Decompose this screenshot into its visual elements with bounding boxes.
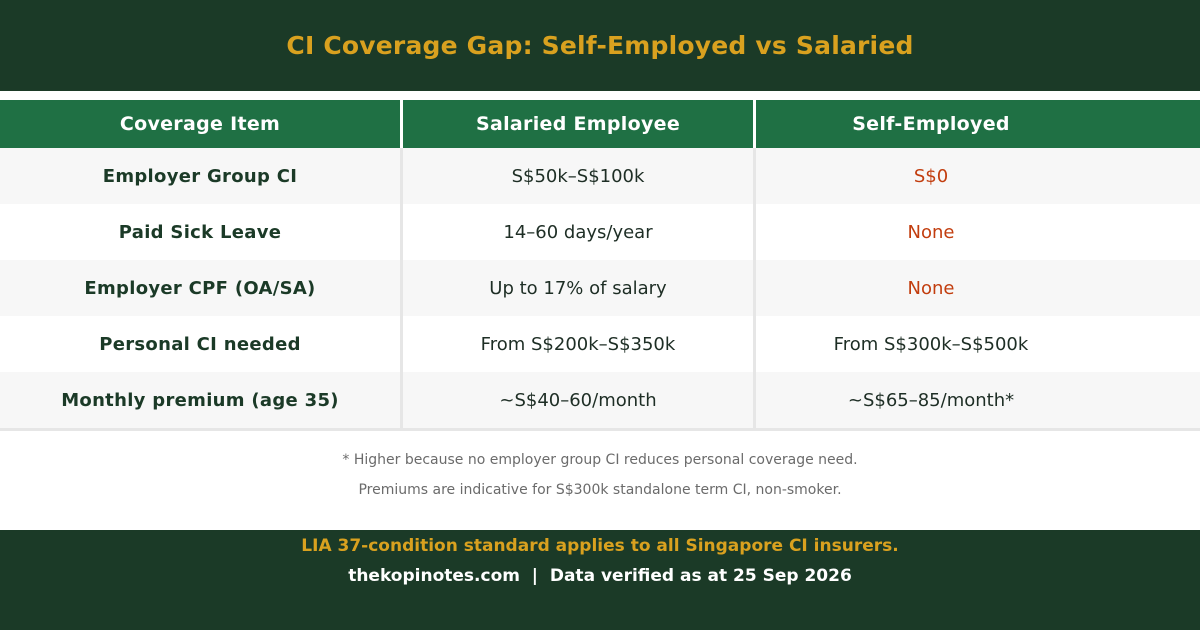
salaried-cell: ~S$40–60/month [499,389,657,411]
coverage-item-cell: Employer Group CI [102,165,298,187]
column-header-coverage-item: Coverage Item [119,113,281,135]
column-divider [400,100,403,148]
lia-standard-note: LIA 37-condition standard applies to all… [301,536,899,556]
self-employed-cell: None [907,221,955,243]
coverage-item-cell: Personal CI needed [99,333,301,355]
column-header-self-employed: Self-Employed [852,113,1010,135]
footnotes: * Higher because no employer group CI re… [0,449,1200,509]
salaried-cell: Up to 17% of salary [489,277,667,299]
column-divider [753,100,756,148]
salaried-cell: From S$200k–S$350k [480,333,676,355]
table-header-row: Coverage Item Salaried Employee Self-Emp… [0,100,1200,148]
table-row: Personal CI needed From S$200k–S$350k Fr… [0,316,1200,372]
column-divider [400,148,403,204]
column-divider [753,204,756,260]
table-bottom-rule [0,428,1200,431]
table-row: Paid Sick Leave 14–60 days/year None [0,204,1200,260]
column-divider [400,316,403,372]
source-attribution: thekopinotes.com | Data verified as at 2… [348,566,852,586]
self-employed-cell: From S$300k–S$500k [833,333,1029,355]
self-employed-cell: ~S$65–85/month* [847,389,1015,411]
column-divider [753,260,756,316]
comparison-table: Coverage Item Salaried Employee Self-Emp… [0,100,1200,431]
self-employed-cell: S$0 [913,165,949,187]
table-row: Employer CPF (OA/SA) Up to 17% of salary… [0,260,1200,316]
footnote-premium-basis: Premiums are indicative for S$300k stand… [358,482,842,498]
coverage-item-cell: Monthly premium (age 35) [61,389,339,411]
column-divider [753,316,756,372]
footnote-higher-premium: * Higher because no employer group CI re… [342,452,858,468]
table-row: Employer Group CI S$50k–S$100k S$0 [0,148,1200,204]
salaried-cell: S$50k–S$100k [511,165,645,187]
column-divider [400,260,403,316]
footer-banner: LIA 37-condition standard applies to all… [0,530,1200,630]
salaried-cell: 14–60 days/year [503,221,653,243]
coverage-item-cell: Employer CPF (OA/SA) [84,277,316,299]
column-divider [753,372,756,428]
column-header-salaried-employee: Salaried Employee [475,113,681,135]
page-title: CI Coverage Gap: Self-Employed vs Salari… [286,31,914,60]
column-divider [400,372,403,428]
column-divider [753,148,756,204]
coverage-item-cell: Paid Sick Leave [118,221,282,243]
header-banner: CI Coverage Gap: Self-Employed vs Salari… [0,0,1200,91]
column-divider [400,204,403,260]
table-row: Monthly premium (age 35) ~S$40–60/month … [0,372,1200,428]
self-employed-cell: None [907,277,955,299]
